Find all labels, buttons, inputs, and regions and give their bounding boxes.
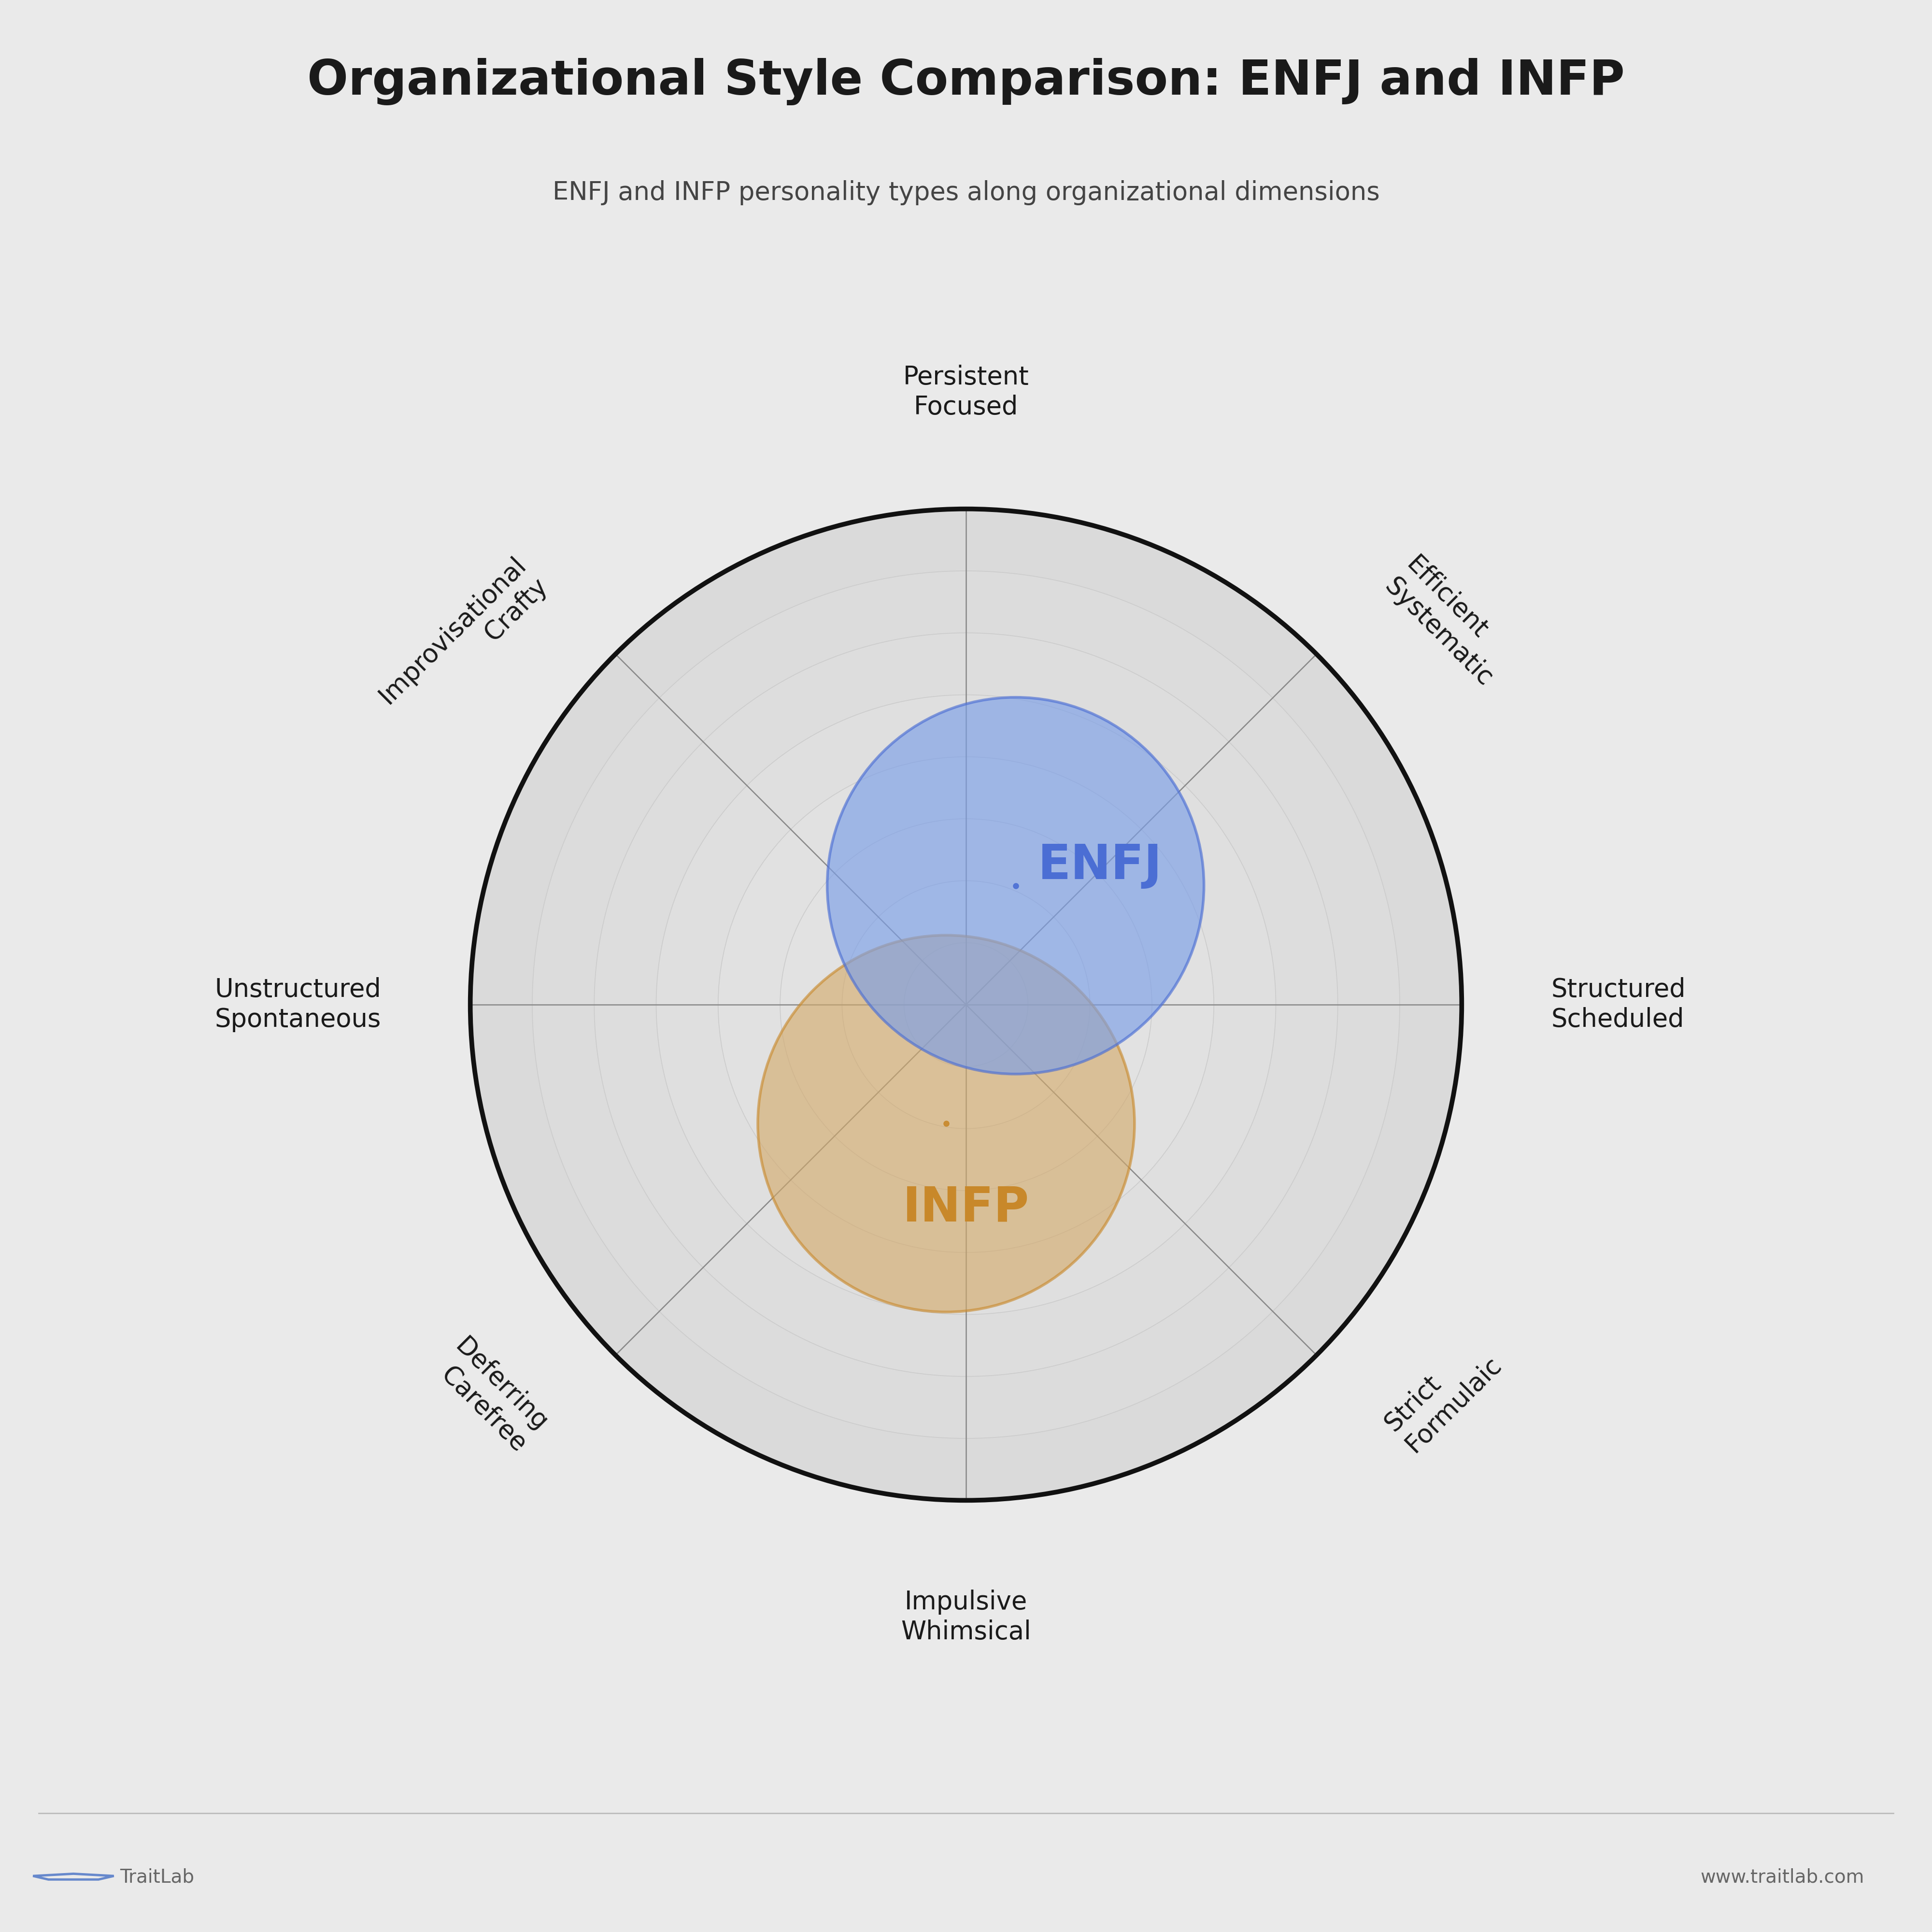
Circle shape [469, 508, 1463, 1501]
Text: www.traitlab.com: www.traitlab.com [1700, 1868, 1864, 1886]
Circle shape [781, 819, 1151, 1190]
Circle shape [842, 881, 1090, 1128]
Circle shape [595, 634, 1337, 1376]
Circle shape [657, 696, 1275, 1314]
Text: Unstructured
Spontaneous: Unstructured Spontaneous [214, 978, 381, 1032]
Text: INFP: INFP [902, 1184, 1030, 1231]
Text: Organizational Style Comparison: ENFJ and INFP: Organizational Style Comparison: ENFJ an… [307, 58, 1625, 104]
Text: Deferring
Carefree: Deferring Carefree [429, 1333, 553, 1457]
Circle shape [719, 757, 1213, 1252]
Text: ENFJ and INFP personality types along organizational dimensions: ENFJ and INFP personality types along or… [553, 180, 1379, 205]
Text: Strict
Formulaic: Strict Formulaic [1379, 1331, 1507, 1457]
Text: Structured
Scheduled: Structured Scheduled [1551, 978, 1685, 1032]
Circle shape [904, 943, 1028, 1066]
Ellipse shape [757, 935, 1134, 1312]
Text: ENFJ: ENFJ [1037, 842, 1161, 889]
Circle shape [531, 570, 1401, 1439]
Text: Impulsive
Whimsical: Impulsive Whimsical [900, 1590, 1032, 1644]
Text: Improvisational
Crafty: Improvisational Crafty [375, 553, 553, 730]
Text: Efficient
Systematic: Efficient Systematic [1379, 553, 1519, 692]
Text: Persistent
Focused: Persistent Focused [902, 365, 1030, 419]
Text: TraitLab: TraitLab [120, 1868, 193, 1886]
Ellipse shape [827, 697, 1204, 1074]
